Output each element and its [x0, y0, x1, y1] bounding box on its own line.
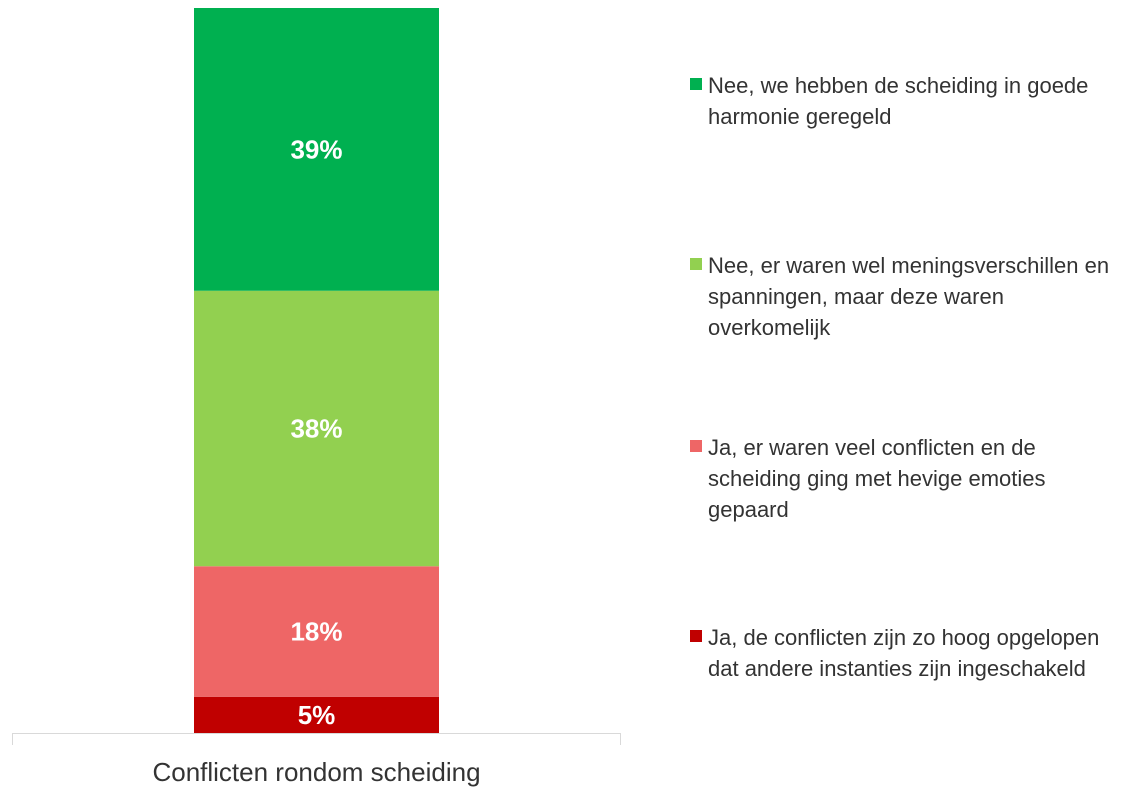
legend-label: Nee, we hebben de scheiding in goede har… — [708, 73, 1089, 129]
legend-swatch — [690, 258, 702, 270]
legend-item: Nee, er waren wel meningsverschillen en … — [690, 250, 1110, 343]
data-label: 18% — [290, 616, 342, 646]
legend-item: Nee, we hebben de scheiding in goede har… — [690, 70, 1110, 132]
legend-item: Ja, er waren veel conflicten en de schei… — [690, 432, 1110, 525]
data-label: 38% — [290, 413, 342, 443]
bar-segment — [194, 566, 439, 697]
legend-label: Nee, er waren wel meningsverschillen en … — [708, 253, 1110, 340]
legend-label: Ja, de conflicten zijn zo hoog opgelopen… — [708, 625, 1100, 681]
legend-label: Ja, er waren veel conflicten en de schei… — [708, 435, 1046, 522]
x-tick-label: Conflicten rondom scheiding — [152, 757, 480, 787]
legend-swatch — [690, 440, 702, 452]
bar-segment — [194, 290, 439, 567]
legend-swatch — [690, 630, 702, 642]
bar-segment — [194, 696, 439, 733]
data-label: 5% — [298, 700, 336, 730]
bar-segment — [194, 8, 439, 291]
legend-item: Ja, de conflicten zijn zo hoog opgelopen… — [690, 622, 1110, 684]
data-label: 39% — [290, 134, 342, 164]
legend-swatch — [690, 78, 702, 90]
